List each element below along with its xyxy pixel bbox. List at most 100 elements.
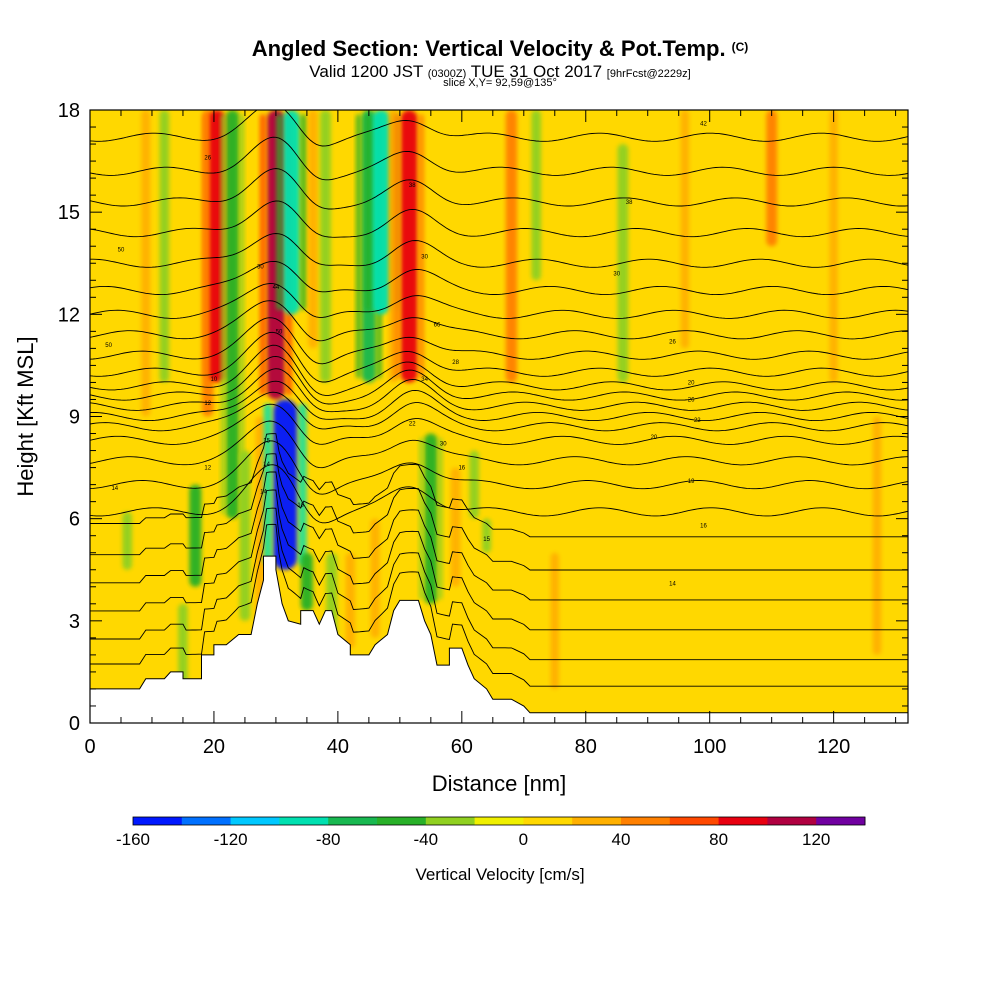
contour-label: 30 <box>257 265 264 271</box>
colorbar-swatch <box>523 817 573 825</box>
colorbar-tick-label: 80 <box>709 830 728 849</box>
theta-contour <box>90 420 908 469</box>
contour-label: 66 <box>434 323 441 329</box>
contour-label: 44 <box>273 285 280 291</box>
theta-contour <box>90 300 908 342</box>
theta-contour <box>90 440 908 495</box>
theta-contour <box>90 523 908 687</box>
theta-contour <box>90 260 908 296</box>
contour-label: 16 <box>700 523 707 529</box>
contour-label: 12 <box>204 466 211 472</box>
x-axis: 0 20 40 60 80 100 120 <box>84 110 897 758</box>
velocity-streak <box>550 552 559 689</box>
contour-label: 10 <box>211 377 218 383</box>
theta-contour <box>90 368 908 413</box>
theta-contour <box>90 136 908 181</box>
velocity-streak <box>225 110 240 519</box>
contour-label: 22 <box>409 421 416 427</box>
y-tick-label: 9 <box>69 407 80 429</box>
terrain <box>89 555 909 724</box>
colorbar-swatch <box>718 817 768 825</box>
plot-area: 50 50 26 30 44 50 38 30 66 34 28 22 30 16 15 38 30 26 20 26… <box>89 109 909 724</box>
contour-label: 26 <box>204 156 211 162</box>
chart-title: Angled Section: Vertical Velocity & Pot.… <box>0 36 1000 62</box>
colorbar-tick-label: -120 <box>214 830 248 849</box>
colorbar-swatch <box>474 817 524 825</box>
slice-label: slice X,Y= 92,59@135° <box>443 77 557 89</box>
theta-contour <box>90 344 908 396</box>
x-tick-label: 80 <box>575 736 597 758</box>
colorbar-tick-label: -40 <box>414 830 439 849</box>
theta-contour <box>90 489 908 631</box>
velocity-streak <box>320 110 331 383</box>
contour-label: 30 <box>440 442 447 448</box>
valid-utc: (0300Z) <box>427 68 467 80</box>
colorbar-swatch <box>572 817 622 825</box>
colorbar-swatch <box>230 817 280 825</box>
theta-contour <box>90 380 908 422</box>
contour-label: 16 <box>458 466 465 472</box>
y-axis: 0 3 6 9 12 15 18 <box>58 100 908 735</box>
velocity-streak <box>300 552 313 611</box>
y-tick-label: 0 <box>69 713 80 735</box>
theta-contour <box>90 391 908 432</box>
colorbar-tick-label: 0 <box>519 830 528 849</box>
contour-label: 15 <box>263 438 270 444</box>
velocity-streak <box>283 110 300 315</box>
velocity-streak-edge <box>220 114 226 515</box>
contour-label: 22 <box>694 418 701 424</box>
velocity-streak <box>766 110 778 247</box>
velocity-streak-edge <box>263 403 273 566</box>
x-tick-label: 20 <box>203 736 225 758</box>
contour-label: 50 <box>118 248 125 254</box>
contour-label: 38 <box>626 200 633 206</box>
colorbar-tick-label: 120 <box>802 830 830 849</box>
chart-subtitle: Valid 1200 JST (0300Z) TUE 31 Oct 2017 [… <box>0 62 1000 82</box>
colorbar-swatch <box>279 817 329 825</box>
theta-contour <box>90 355 908 405</box>
valid-date: TUE 31 Oct 2017 <box>470 62 603 81</box>
theta-contour <box>90 331 908 383</box>
forecast-label: [9hrFcst@2229z] <box>606 68 691 80</box>
y-tick-label: 6 <box>69 509 80 531</box>
velocity-streak-edge <box>438 437 443 600</box>
contour-label: 26 <box>688 397 695 403</box>
velocity-streak <box>178 603 188 689</box>
valid-prefix: Valid 1200 JST <box>309 62 424 81</box>
contour-label: 14 <box>111 486 118 492</box>
contour-label: 14 <box>260 489 267 495</box>
contour-labels: 50 50 26 30 44 50 38 30 66 34 28 22 30 16 15 38 30 26 20 26… <box>105 122 707 588</box>
velocity-streak-edge <box>259 114 267 396</box>
colorbar-label: Vertical Velocity [cm/s] <box>415 865 584 884</box>
theta-contour <box>90 403 908 445</box>
velocity-streak-edge <box>298 403 307 566</box>
contour-label: 34 <box>421 377 428 383</box>
contour-label: 28 <box>452 360 459 366</box>
velocity-streak-edge <box>418 114 425 379</box>
colorbar-swatch <box>767 817 817 825</box>
colorbar-swatch <box>621 817 671 825</box>
contour-label: 12 <box>204 401 211 407</box>
colorbar-tick-label: -80 <box>316 830 341 849</box>
title-text: Angled Section: Vertical Velocity & Pot.… <box>251 36 726 61</box>
theta-contour <box>90 471 908 601</box>
x-tick-label: 40 <box>327 736 349 758</box>
y-tick-label: 15 <box>58 202 80 224</box>
theta-contour <box>90 453 908 571</box>
theta-contour <box>90 233 908 268</box>
velocity-streak-edge <box>355 114 361 379</box>
theta-contour <box>90 200 908 238</box>
x-tick-label: 60 <box>451 736 473 758</box>
contour-label: 20 <box>688 380 695 386</box>
theta-contours <box>90 110 908 687</box>
velocity-streak <box>505 110 518 383</box>
contour-label: 50 <box>276 329 283 335</box>
velocity-streak <box>531 110 541 281</box>
theta-contour <box>90 464 908 524</box>
contour-label: 38 <box>409 183 416 189</box>
velocity-streak <box>400 110 418 383</box>
velocity-streak <box>680 110 690 349</box>
colorbar-swatch <box>669 817 720 825</box>
colorbar-swatch <box>377 817 427 825</box>
y-tick-label: 3 <box>69 611 80 633</box>
